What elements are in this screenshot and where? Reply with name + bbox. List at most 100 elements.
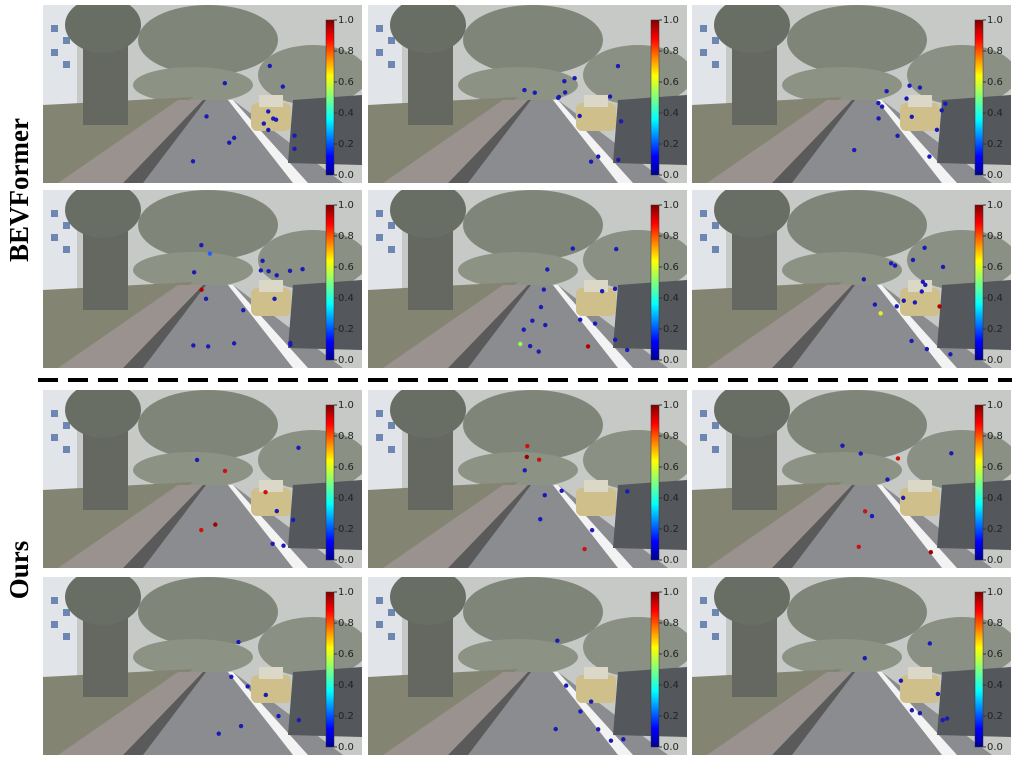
sample-point — [276, 714, 280, 718]
sample-point — [918, 85, 922, 89]
sample-point — [572, 76, 576, 80]
sample-point — [239, 724, 243, 728]
sample-point — [885, 477, 889, 481]
colorbar-tick-label: 0.4 — [338, 493, 354, 504]
sample-point — [288, 343, 292, 347]
colorbar — [651, 592, 659, 747]
colorbar-tick-label: 1.0 — [987, 200, 1003, 211]
colorbar-tick-label: 0.8 — [338, 231, 354, 242]
colorbar-tick-label: 0.6 — [663, 262, 679, 273]
sample-point — [563, 90, 567, 94]
colorbar — [975, 592, 983, 747]
colorbar-tick-label: 0.6 — [663, 649, 679, 660]
sample-point — [870, 514, 874, 518]
colorbar-tick-label: 1.0 — [987, 15, 1003, 26]
sample-point — [270, 542, 274, 546]
scene-image — [43, 382, 368, 568]
sample-point — [937, 304, 941, 308]
sample-point — [616, 158, 620, 162]
sample-point — [523, 468, 527, 472]
sample-point — [539, 305, 543, 309]
sample-point — [880, 104, 884, 108]
sample-point — [578, 709, 582, 713]
colorbar-tick-label: 0.4 — [663, 293, 679, 304]
sample-point — [199, 243, 203, 247]
colorbar-tick-label: 0.6 — [987, 77, 1003, 88]
colorbar-tick-label: 0.0 — [987, 742, 1003, 753]
sample-point — [191, 343, 195, 347]
sample-point — [899, 679, 903, 683]
sample-point — [935, 128, 939, 132]
sample-point — [923, 283, 927, 287]
sample-point — [266, 128, 270, 132]
sample-point — [241, 308, 245, 312]
sample-point — [263, 490, 267, 494]
scene-image — [43, 182, 368, 368]
sample-point — [577, 114, 581, 118]
sample-point — [525, 444, 529, 448]
colorbar-tick-label: 0.2 — [338, 324, 354, 335]
colorbar-tick-label: 0.4 — [663, 680, 679, 691]
sample-point — [589, 699, 593, 703]
sample-point — [229, 675, 233, 679]
scene-image — [368, 0, 693, 183]
sample-point — [264, 693, 268, 697]
row-label: Ours — [4, 541, 34, 600]
colorbar — [651, 205, 659, 360]
colorbar-tick-label: 1.0 — [338, 200, 354, 211]
sample-point — [901, 496, 905, 500]
colorbar-tick-label: 0.8 — [338, 46, 354, 57]
colorbar-tick-label: 0.0 — [338, 170, 354, 181]
sample-point — [266, 269, 270, 273]
sample-point — [275, 273, 279, 277]
colorbar-tick-label: 0.0 — [663, 555, 679, 566]
colorbar-tick-label: 0.2 — [338, 524, 354, 535]
colorbar — [326, 592, 334, 747]
colorbar-tick-label: 0.2 — [663, 139, 679, 150]
sample-point — [291, 518, 295, 522]
colorbar-tick-label: 0.0 — [987, 555, 1003, 566]
sample-point — [859, 451, 863, 455]
sample-point — [262, 121, 266, 125]
sample-point — [907, 83, 911, 87]
colorbar-tick-label: 1.0 — [663, 400, 679, 411]
colorbar-tick-label: 1.0 — [987, 587, 1003, 598]
colorbar-tick-label: 1.0 — [987, 400, 1003, 411]
sample-point — [227, 141, 231, 145]
sample-point — [910, 115, 914, 119]
sample-point — [555, 639, 559, 643]
sample-point — [578, 318, 582, 322]
colorbar-tick-label: 0.6 — [338, 649, 354, 660]
sample-point — [543, 493, 547, 497]
sample-point — [297, 718, 301, 722]
colorbar-tick-label: 0.8 — [663, 618, 679, 629]
colorbar — [651, 405, 659, 560]
sample-point — [596, 727, 600, 731]
sample-point — [518, 342, 522, 346]
sample-point — [199, 528, 203, 532]
sample-point — [537, 458, 541, 462]
sample-point — [949, 451, 953, 455]
scene-image — [43, 0, 368, 183]
sample-point — [920, 289, 924, 293]
sample-point — [296, 446, 300, 450]
sample-point — [275, 509, 279, 513]
scene-image — [692, 182, 1012, 368]
colorbar-tick-label: 0.2 — [338, 139, 354, 150]
colorbar-tick-label: 0.8 — [663, 46, 679, 57]
colorbar-tick-label: 0.2 — [663, 324, 679, 335]
colorbar-tick-label: 0.6 — [987, 262, 1003, 273]
colorbar-tick-label: 0.0 — [663, 742, 679, 753]
sample-point — [909, 339, 913, 343]
scene-image — [692, 0, 1012, 183]
sample-point — [941, 718, 945, 722]
sample-point — [621, 737, 625, 741]
colorbar-tick-label: 1.0 — [338, 15, 354, 26]
sample-point — [625, 348, 629, 352]
colorbar-tick-label: 0.6 — [338, 262, 354, 273]
sample-point — [217, 731, 221, 735]
colorbar-tick-label: 0.6 — [987, 462, 1003, 473]
sample-point — [913, 300, 917, 304]
colorbar-tick-label: 1.0 — [663, 587, 679, 598]
sample-point — [571, 246, 575, 250]
